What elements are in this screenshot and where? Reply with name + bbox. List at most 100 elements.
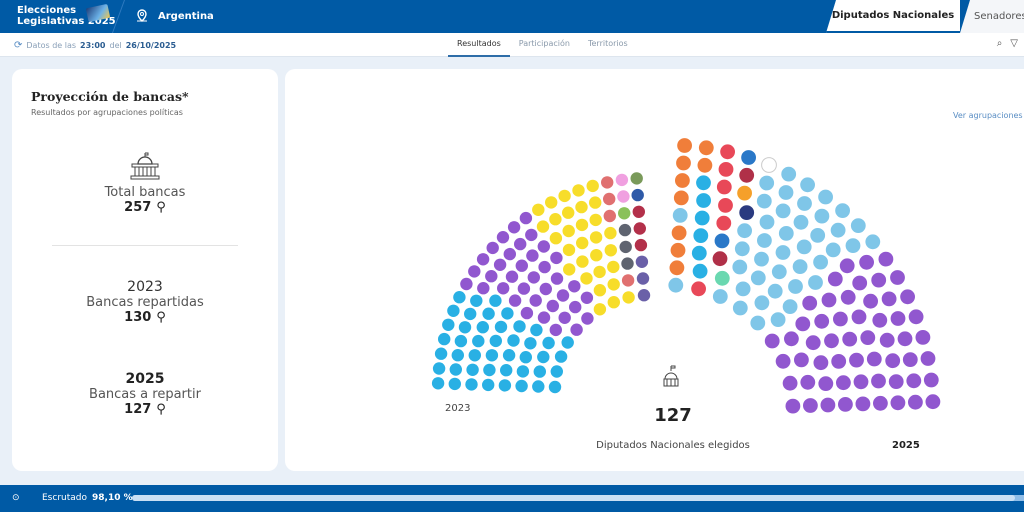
- seat-2025[interactable]: [675, 173, 690, 188]
- seat-2025[interactable]: [796, 239, 812, 255]
- seat-2023[interactable]: [593, 303, 607, 316]
- seat-2025[interactable]: [677, 138, 692, 153]
- seat-2025[interactable]: [813, 254, 828, 270]
- location-selector[interactable]: Argentina: [134, 8, 214, 24]
- seat-2023[interactable]: [603, 209, 616, 223]
- seat-2023[interactable]: [580, 291, 594, 304]
- seat-2025[interactable]: [784, 331, 799, 347]
- seat-2025[interactable]: [673, 190, 689, 206]
- seat-2023[interactable]: [537, 350, 550, 364]
- seat-2023[interactable]: [550, 251, 563, 265]
- seat-2025[interactable]: [800, 374, 816, 390]
- seat-2025[interactable]: [712, 251, 728, 267]
- seat-2025[interactable]: [851, 309, 867, 325]
- seat-2023[interactable]: [634, 238, 648, 252]
- seat-2023[interactable]: [589, 196, 602, 209]
- nav-participacion[interactable]: Participación: [518, 39, 570, 48]
- seat-2025[interactable]: [770, 312, 786, 327]
- seat-2023[interactable]: [438, 332, 451, 346]
- seat-2025[interactable]: [879, 332, 895, 348]
- seat-2023[interactable]: [546, 299, 559, 313]
- seat-2025[interactable]: [860, 330, 876, 345]
- seat-2025[interactable]: [735, 281, 751, 297]
- seat-2023[interactable]: [604, 226, 617, 240]
- seat-2025[interactable]: [778, 185, 794, 200]
- seat-2025[interactable]: [739, 205, 755, 221]
- seat-2025[interactable]: [814, 313, 830, 329]
- seat-2023[interactable]: [453, 291, 466, 304]
- seat-2023[interactable]: [507, 334, 520, 347]
- tab-senadores[interactable]: Senadores: [960, 0, 1024, 33]
- seat-2025[interactable]: [792, 259, 808, 274]
- search-icon[interactable]: ⌕: [996, 38, 1003, 49]
- seat-2025[interactable]: [897, 331, 913, 347]
- seat-2025[interactable]: [775, 353, 791, 369]
- seat-2023[interactable]: [526, 249, 539, 262]
- seat-2025[interactable]: [694, 210, 710, 226]
- seat-2025[interactable]: [821, 292, 837, 308]
- seat-2025[interactable]: [756, 193, 772, 209]
- seat-2025[interactable]: [881, 291, 897, 307]
- seat-2023[interactable]: [554, 350, 568, 363]
- seat-2025[interactable]: [902, 352, 918, 367]
- seat-2025[interactable]: [670, 242, 686, 258]
- seat-2023[interactable]: [532, 380, 545, 393]
- seat-2023[interactable]: [458, 321, 472, 334]
- seat-2025[interactable]: [750, 270, 766, 286]
- seat-2025[interactable]: [802, 295, 818, 311]
- seat-2025[interactable]: [814, 208, 830, 224]
- seat-2023[interactable]: [570, 323, 583, 336]
- seat-2023[interactable]: [514, 237, 527, 251]
- seat-2025[interactable]: [810, 228, 826, 243]
- seat-2025[interactable]: [696, 175, 711, 191]
- seat-2023[interactable]: [476, 253, 490, 266]
- seat-2023[interactable]: [617, 190, 630, 203]
- refresh-icon[interactable]: ⟳: [14, 40, 23, 51]
- seat-2023[interactable]: [607, 296, 620, 309]
- seat-2023[interactable]: [527, 271, 540, 284]
- view-groups-link[interactable]: Ver agrupaciones: [953, 111, 1023, 120]
- seat-2023[interactable]: [575, 200, 588, 214]
- seat-2025[interactable]: [808, 275, 823, 290]
- seat-2023[interactable]: [589, 213, 602, 227]
- seat-2025[interactable]: [671, 225, 687, 241]
- seat-2023[interactable]: [563, 263, 576, 276]
- seat-2025[interactable]: [797, 196, 812, 211]
- seat-2023[interactable]: [601, 176, 614, 189]
- seat-2023[interactable]: [482, 307, 495, 320]
- seat-2025[interactable]: [845, 238, 861, 254]
- seat-2025[interactable]: [781, 166, 797, 182]
- seat-2025[interactable]: [850, 218, 866, 234]
- seat-2023[interactable]: [519, 351, 532, 364]
- seat-2025[interactable]: [805, 335, 821, 351]
- seat-2023[interactable]: [513, 320, 526, 333]
- seat-2023[interactable]: [622, 291, 635, 304]
- seat-2023[interactable]: [477, 282, 490, 295]
- seat-2025[interactable]: [734, 241, 750, 257]
- seat-2023[interactable]: [556, 289, 570, 302]
- seat-2023[interactable]: [593, 265, 606, 279]
- seat-2025[interactable]: [800, 177, 815, 193]
- seat-2025[interactable]: [732, 300, 748, 316]
- seat-2023[interactable]: [533, 365, 546, 378]
- seat-2023[interactable]: [470, 294, 483, 307]
- seat-2025[interactable]: [906, 373, 922, 389]
- seat-2025[interactable]: [778, 226, 794, 241]
- seat-2025[interactable]: [836, 375, 851, 391]
- seat-2025[interactable]: [825, 242, 841, 258]
- seat-2023[interactable]: [607, 278, 620, 291]
- seat-2023[interactable]: [619, 240, 632, 254]
- seat-2025[interactable]: [761, 157, 777, 173]
- seat-2025[interactable]: [871, 272, 887, 288]
- seat-2023[interactable]: [517, 282, 531, 295]
- seat-2025[interactable]: [676, 155, 691, 171]
- seat-2023[interactable]: [580, 272, 593, 285]
- seat-2023[interactable]: [476, 321, 489, 334]
- seat-2023[interactable]: [489, 334, 502, 348]
- seat-2023[interactable]: [636, 272, 650, 285]
- seat-2025[interactable]: [672, 208, 688, 223]
- seat-2023[interactable]: [431, 377, 445, 390]
- seat-2023[interactable]: [482, 378, 495, 392]
- seat-2025[interactable]: [855, 396, 871, 412]
- seat-2023[interactable]: [575, 218, 589, 232]
